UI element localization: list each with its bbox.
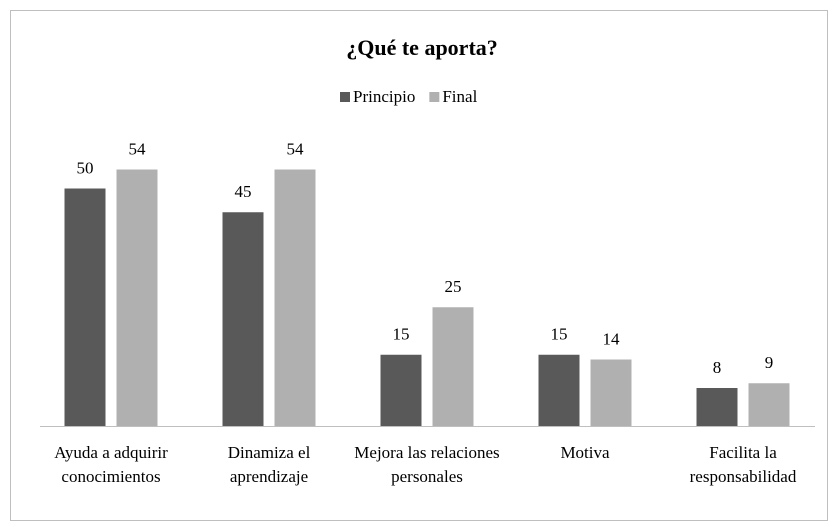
data-label: 15 xyxy=(551,325,568,344)
bar xyxy=(590,359,632,426)
data-label: 45 xyxy=(235,182,252,201)
bar xyxy=(64,188,106,426)
legend-label: Final xyxy=(442,87,477,106)
x-tick-label: Ayuda a adquirir conocimientos xyxy=(54,443,168,486)
x-tick-label: Dinamiza el aprendizaje xyxy=(227,443,311,486)
x-tick-label: Facilita la responsabilidad xyxy=(689,443,797,486)
data-label: 25 xyxy=(445,277,462,296)
bar xyxy=(748,383,790,426)
bar xyxy=(274,169,316,426)
bar xyxy=(116,169,158,426)
legend-label: Principio xyxy=(353,87,415,106)
x-tick-label: Motiva xyxy=(560,443,610,462)
bar xyxy=(432,307,474,426)
bar xyxy=(538,354,580,426)
legend-swatch xyxy=(429,92,440,102)
data-label: 54 xyxy=(129,139,147,158)
chart-title: ¿Qué te aporta? xyxy=(346,35,498,60)
bar xyxy=(696,388,738,426)
data-label: 54 xyxy=(287,139,305,158)
data-label: 8 xyxy=(713,358,722,377)
bar xyxy=(222,212,264,426)
x-tick-label: Mejora las relaciones personales xyxy=(354,443,500,486)
data-label: 50 xyxy=(77,158,94,177)
data-label: 15 xyxy=(393,325,410,344)
bar xyxy=(380,354,422,426)
data-label: 9 xyxy=(765,353,774,372)
data-label: 14 xyxy=(603,329,621,348)
legend-swatch xyxy=(340,92,350,102)
